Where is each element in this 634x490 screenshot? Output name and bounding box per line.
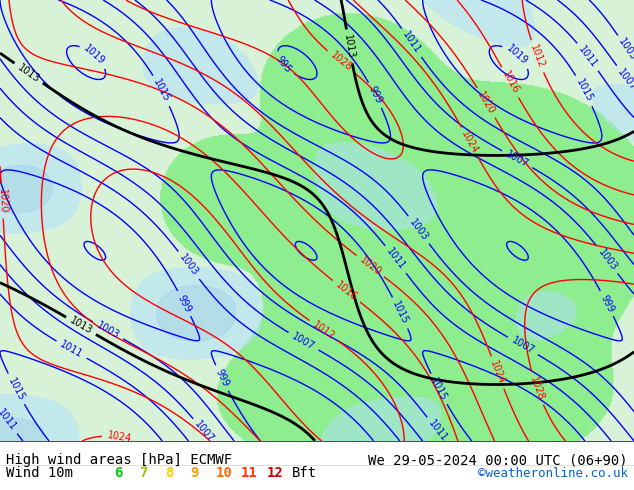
Text: 1011: 1011 (576, 44, 599, 70)
Text: 1016: 1016 (500, 70, 521, 96)
Text: 8: 8 (165, 466, 173, 480)
Text: 1015: 1015 (574, 77, 595, 104)
Text: 1015: 1015 (429, 376, 449, 402)
Text: 12: 12 (266, 466, 283, 480)
Text: 11: 11 (241, 466, 257, 480)
Text: 1015: 1015 (391, 299, 410, 326)
Text: 1015: 1015 (152, 77, 172, 104)
Text: 1011: 1011 (426, 418, 450, 444)
Text: 1028: 1028 (528, 375, 546, 402)
Text: 1019: 1019 (82, 44, 107, 67)
Text: 6: 6 (114, 466, 122, 480)
Text: 1015: 1015 (6, 376, 26, 402)
Text: 1003: 1003 (178, 252, 200, 278)
Text: 1012: 1012 (528, 43, 546, 70)
Text: 1007: 1007 (616, 67, 634, 93)
Text: 1003: 1003 (408, 217, 430, 243)
Text: 1007: 1007 (290, 331, 316, 352)
Text: 1020: 1020 (358, 255, 383, 277)
Text: 1011: 1011 (58, 340, 84, 360)
Text: 1007: 1007 (193, 419, 216, 445)
Text: 1013: 1013 (16, 62, 41, 84)
Text: 995: 995 (274, 54, 294, 74)
Text: 1012: 1012 (311, 319, 337, 342)
Text: 1007: 1007 (504, 149, 531, 170)
Text: 1003: 1003 (616, 37, 634, 63)
Text: 9: 9 (190, 466, 198, 480)
Text: 1003: 1003 (94, 320, 121, 341)
Text: 1020: 1020 (476, 90, 496, 116)
Text: 1007: 1007 (510, 336, 536, 356)
Text: 1019: 1019 (505, 44, 529, 67)
Text: 1020: 1020 (0, 189, 8, 214)
Text: 1028: 1028 (328, 50, 354, 74)
Text: 1011: 1011 (0, 407, 18, 433)
Text: 1013: 1013 (68, 316, 94, 336)
Text: Wind 10m: Wind 10m (6, 466, 74, 480)
Text: Bft: Bft (292, 466, 317, 480)
Text: 7: 7 (139, 466, 148, 480)
Text: 1003: 1003 (596, 247, 619, 272)
Text: ©weatheronline.co.uk: ©weatheronline.co.uk (477, 467, 628, 480)
Text: 1016: 1016 (333, 280, 359, 303)
Text: 999: 999 (366, 85, 384, 105)
Text: 999: 999 (213, 368, 230, 389)
Text: 1013: 1013 (342, 33, 356, 59)
Text: 10: 10 (216, 466, 232, 480)
Text: 999: 999 (598, 293, 616, 314)
Text: We 29-05-2024 00:00 UTC (06+90): We 29-05-2024 00:00 UTC (06+90) (368, 453, 628, 467)
Text: 1024: 1024 (488, 359, 507, 386)
Text: 1024: 1024 (460, 129, 481, 156)
Text: High wind areas [hPa] ECMWF: High wind areas [hPa] ECMWF (6, 453, 233, 467)
Text: 1024: 1024 (107, 431, 132, 444)
Text: 1011: 1011 (384, 246, 407, 272)
Text: 999: 999 (176, 293, 193, 314)
Text: 1011: 1011 (401, 30, 423, 56)
